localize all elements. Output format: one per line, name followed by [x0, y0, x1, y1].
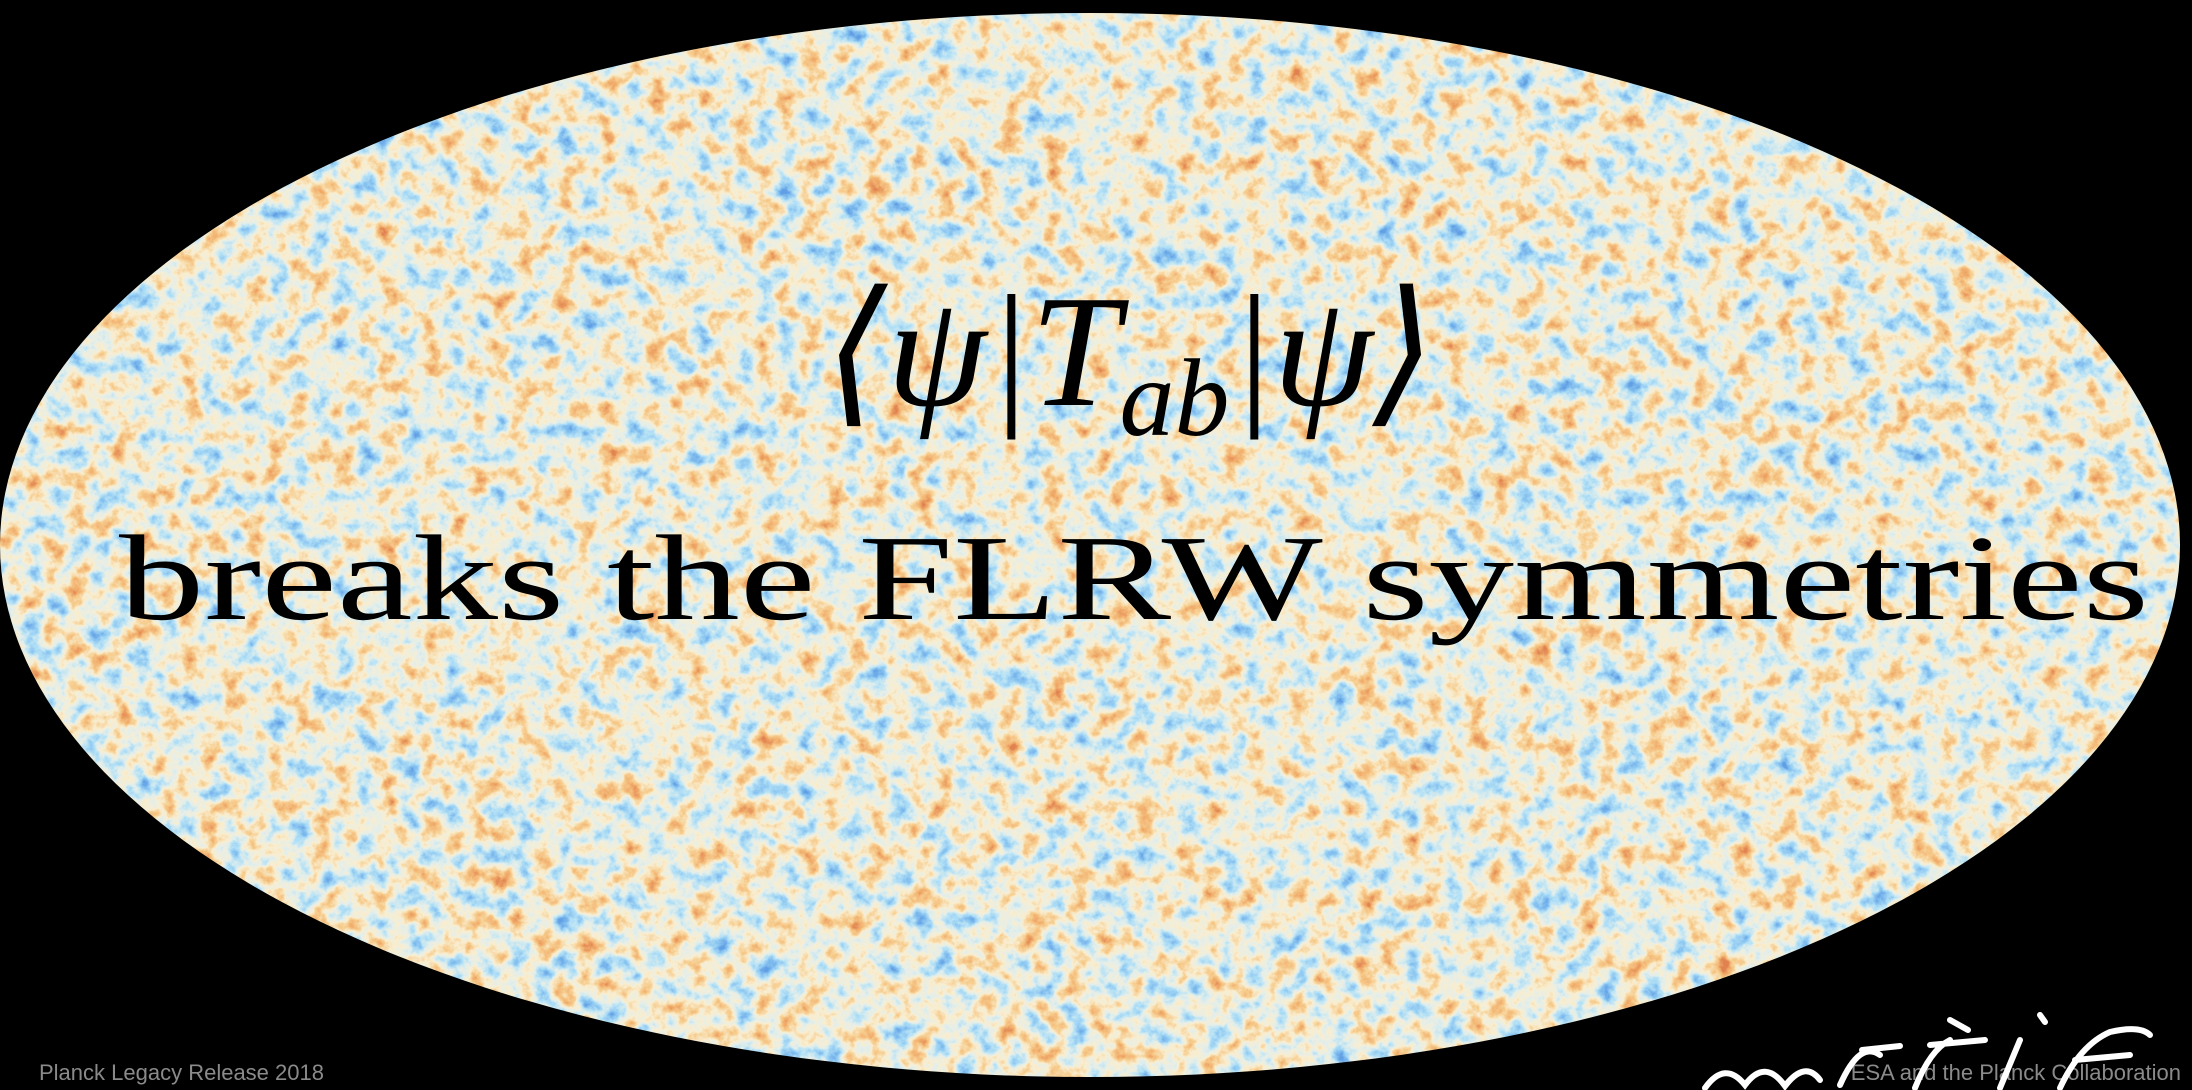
statement: breaks the FLRW symmetries	[119, 511, 2149, 646]
formula-right: |ψ⟩	[1229, 262, 1435, 440]
credit-right: ESA and the Planck Collaboration	[1851, 1060, 2181, 1085]
formula-left: ⟨ψ|	[825, 262, 1031, 440]
formula-subscript: ab	[1119, 337, 1229, 459]
credit-left: Planck Legacy Release 2018	[39, 1060, 324, 1085]
formula-operator: T	[1031, 262, 1130, 440]
slide: ⟨ψ|Tab|ψ⟩ breaks the FLRW symmetries Pla…	[0, 0, 2192, 1090]
